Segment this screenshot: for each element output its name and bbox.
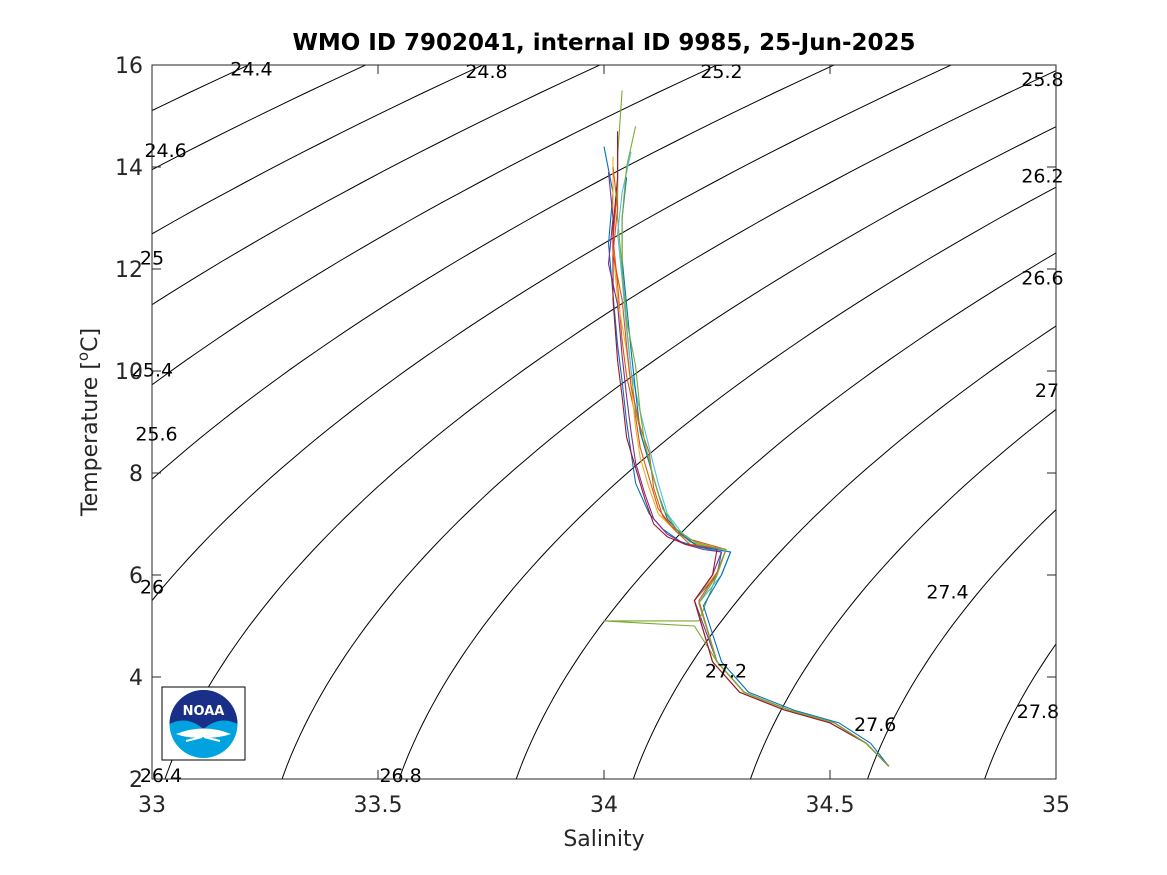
density-contour — [152, 65, 719, 386]
x-tick-label: 34.5 — [806, 793, 855, 818]
axis-ticks: 33 33.5 34 34.5 35 2 4 6 8 10 12 14 16 — [115, 54, 1070, 818]
contour-label: 24.6 — [144, 140, 186, 162]
x-axis-label: Salinity — [563, 827, 644, 852]
x-tick-label: 33 — [138, 793, 166, 818]
density-contour — [398, 186, 1056, 779]
contour-label: 25.6 — [135, 423, 177, 445]
contour-labels: 24.4 24.8 25.2 25.824.626.22526.625.42725.6… — [131, 59, 1064, 787]
contour-label: 26.6 — [1021, 268, 1063, 290]
y-axis-label-unit: C] — [78, 328, 103, 352]
contour-label: 24.8 — [465, 61, 507, 83]
y-axis-label: Temperature [oC] — [74, 328, 103, 517]
y-tick-label: 12 — [115, 258, 143, 283]
noaa-logo: NOAA — [161, 686, 246, 761]
noaa-logo-text: NOAA — [183, 704, 225, 719]
density-contour — [152, 65, 953, 602]
density-contour — [152, 65, 836, 480]
density-contour — [164, 70, 1056, 779]
profile-line — [612, 131, 890, 767]
contour-label: 27.4 — [926, 581, 968, 603]
density-contours — [152, 65, 1056, 779]
density-contour — [152, 65, 602, 306]
density-contour — [152, 65, 367, 171]
profile-line — [621, 126, 890, 767]
y-tick-label: 14 — [115, 156, 143, 181]
y-tick-label: 10 — [115, 360, 143, 385]
density-contour — [867, 508, 1056, 779]
density-contour — [749, 408, 1056, 779]
contour-label: 26.4 — [140, 765, 182, 787]
density-contour — [632, 325, 1056, 779]
x-tick-label: 34 — [590, 793, 618, 818]
y-axis-label-superscript: o — [74, 352, 92, 361]
contour-label: 24.4 — [230, 59, 272, 81]
contour-label: 25.2 — [700, 61, 742, 83]
noaa-logo-wave — [176, 728, 231, 738]
y-tick-label: 2 — [129, 768, 143, 793]
noaa-logo-bird — [185, 736, 221, 742]
contour-label: 27 — [1035, 380, 1059, 402]
contour-label: 25.8 — [1021, 69, 1063, 91]
density-contour — [984, 643, 1056, 779]
profile-series — [603, 90, 890, 767]
chart-title: WMO ID 7902041, internal ID 9985, 25-Jun… — [292, 30, 915, 56]
x-tick-label: 33.5 — [354, 793, 403, 818]
contour-label: 26.8 — [379, 765, 421, 787]
density-contour — [281, 126, 1056, 779]
contour-label: 26.2 — [1021, 166, 1063, 188]
y-tick-label: 8 — [129, 462, 143, 487]
plot-area — [152, 65, 1056, 779]
noaa-logo-top — [169, 690, 238, 729]
x-tick-label: 35 — [1042, 793, 1070, 818]
profile-line — [621, 177, 890, 767]
y-tick-label: 4 — [129, 666, 143, 691]
density-contour — [152, 65, 484, 235]
y-axis-label-main: Temperature [ — [78, 361, 103, 517]
y-tick-label: 16 — [115, 54, 143, 79]
contour-label: 27.6 — [854, 714, 896, 736]
contour-label: 27.2 — [705, 660, 747, 682]
y-tick-label: 6 — [129, 564, 143, 589]
contour-label: 27.8 — [1017, 701, 1059, 723]
density-contour — [515, 252, 1056, 779]
